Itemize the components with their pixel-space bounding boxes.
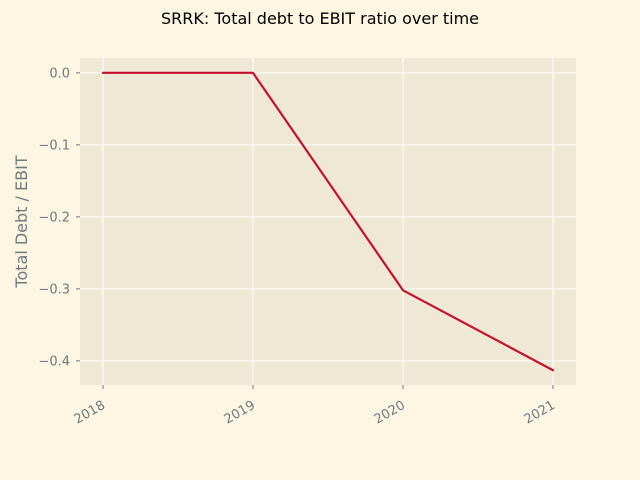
series-lines xyxy=(101,71,555,372)
y-axis-label: Total Debt / EBIT xyxy=(12,155,31,288)
chart-title: SRRK: Total debt to EBIT ratio over time xyxy=(161,9,479,28)
y-tick-label: −0.2 xyxy=(38,210,70,225)
y-tick-label: −0.1 xyxy=(38,138,70,153)
y-axis-ticks: 0.0 −0.1 −0.2 −0.3 −0.4 xyxy=(38,66,80,369)
series-line xyxy=(101,71,555,372)
y-tick-label: −0.3 xyxy=(38,282,70,297)
y-tick-label: 0.0 xyxy=(49,66,70,81)
plot-area xyxy=(80,58,576,385)
y-tick-label: −0.4 xyxy=(38,354,70,369)
